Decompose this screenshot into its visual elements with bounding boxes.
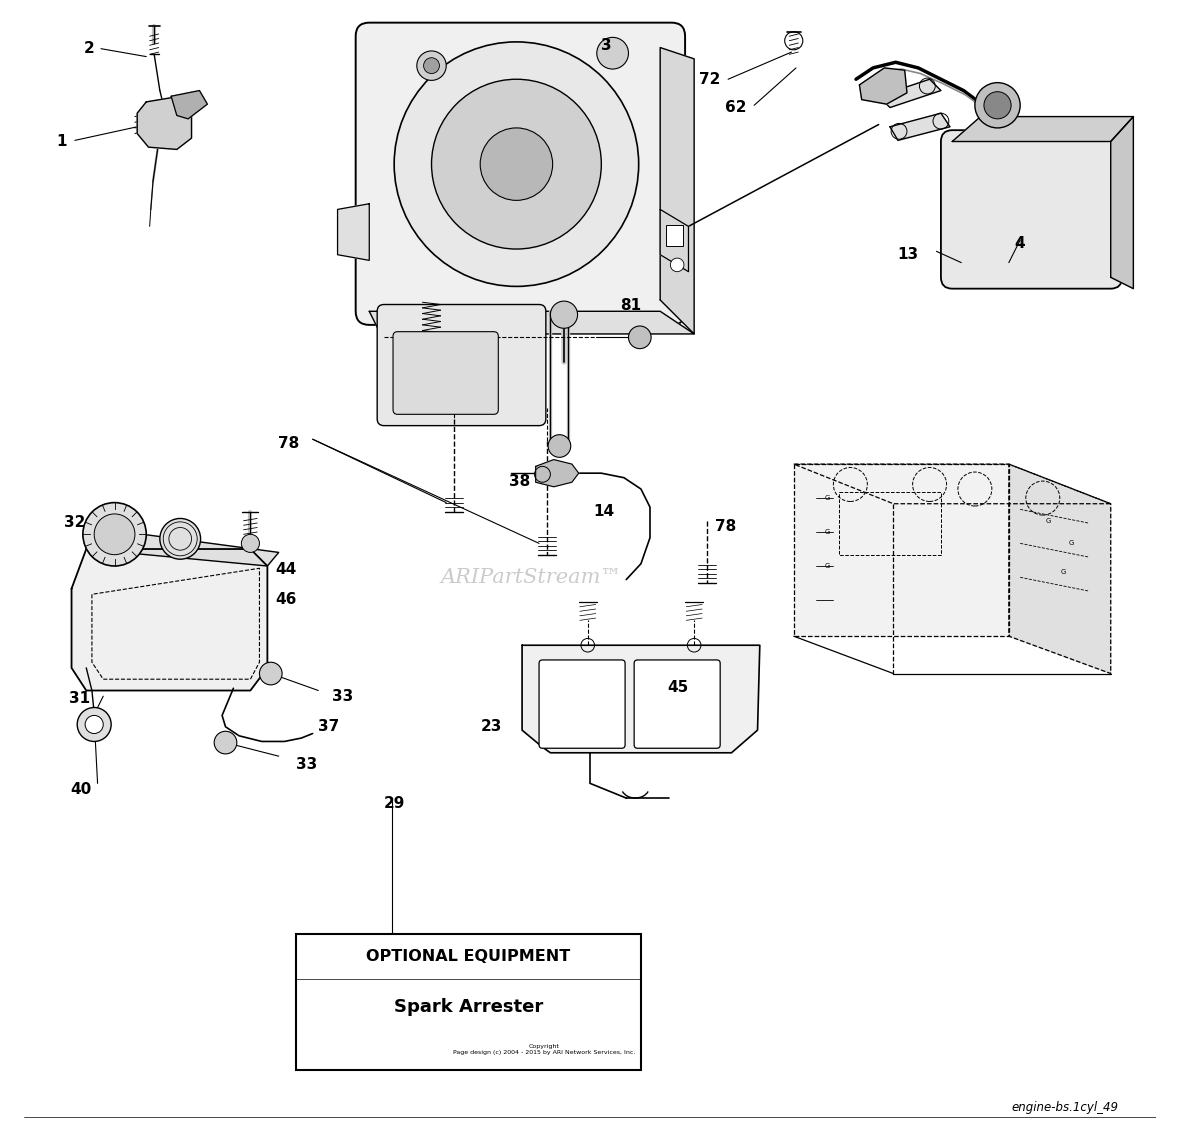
Polygon shape [86, 532, 278, 566]
Text: G: G [825, 563, 831, 569]
Polygon shape [879, 79, 940, 108]
Text: 44: 44 [275, 561, 296, 577]
Text: G: G [825, 495, 831, 501]
Text: 78: 78 [277, 436, 299, 452]
Polygon shape [794, 464, 1110, 504]
Text: 78: 78 [715, 518, 736, 534]
Text: 3: 3 [602, 37, 612, 53]
Circle shape [975, 83, 1021, 128]
Text: 32: 32 [64, 515, 85, 531]
Text: 72: 72 [699, 71, 720, 87]
Circle shape [550, 301, 577, 328]
Polygon shape [72, 549, 268, 691]
Text: 38: 38 [509, 473, 530, 489]
Text: G: G [1061, 568, 1066, 575]
FancyBboxPatch shape [355, 23, 686, 325]
FancyBboxPatch shape [378, 305, 546, 426]
Polygon shape [536, 460, 578, 487]
Text: OPTIONAL EQUIPMENT: OPTIONAL EQUIPMENT [366, 949, 570, 964]
Text: 2: 2 [84, 41, 94, 57]
Polygon shape [1110, 117, 1133, 289]
Circle shape [417, 51, 446, 80]
Text: 33: 33 [296, 756, 317, 772]
Polygon shape [660, 209, 688, 272]
Circle shape [670, 258, 684, 272]
Circle shape [77, 708, 111, 741]
Polygon shape [859, 68, 907, 104]
Polygon shape [794, 464, 1009, 636]
Text: 13: 13 [897, 247, 918, 263]
Text: 62: 62 [725, 100, 746, 115]
Circle shape [597, 37, 629, 69]
Text: 29: 29 [384, 796, 406, 812]
Text: 33: 33 [332, 688, 353, 704]
Polygon shape [137, 96, 191, 149]
Text: 4: 4 [1015, 235, 1025, 251]
Circle shape [242, 534, 260, 552]
Text: 81: 81 [620, 298, 641, 314]
FancyBboxPatch shape [940, 130, 1122, 289]
Text: G: G [1045, 517, 1051, 524]
FancyBboxPatch shape [539, 660, 625, 748]
Circle shape [480, 128, 552, 200]
Polygon shape [337, 204, 369, 260]
Circle shape [984, 92, 1011, 119]
Text: G: G [825, 529, 831, 535]
Circle shape [215, 731, 237, 754]
Text: 31: 31 [68, 691, 90, 706]
Circle shape [159, 518, 201, 559]
Bar [666, 225, 683, 246]
Text: 14: 14 [594, 504, 615, 520]
Circle shape [85, 715, 103, 734]
Polygon shape [952, 117, 1133, 142]
FancyBboxPatch shape [393, 332, 498, 414]
Text: 40: 40 [71, 781, 92, 797]
Polygon shape [522, 645, 760, 753]
Text: 37: 37 [319, 719, 340, 735]
Text: 23: 23 [480, 719, 502, 735]
Polygon shape [890, 113, 950, 140]
Polygon shape [660, 48, 694, 334]
Circle shape [549, 435, 571, 457]
Polygon shape [1009, 464, 1110, 674]
Circle shape [394, 42, 638, 286]
FancyBboxPatch shape [634, 660, 720, 748]
Text: Copyright
Page design (c) 2004 - 2015 by ARI Network Services, Inc.: Copyright Page design (c) 2004 - 2015 by… [453, 1044, 636, 1055]
Bar [296, 934, 641, 1070]
Text: 1: 1 [57, 134, 67, 149]
Circle shape [83, 503, 146, 566]
Circle shape [260, 662, 282, 685]
Circle shape [424, 58, 439, 74]
Text: ARIPartStream™: ARIPartStream™ [440, 568, 622, 586]
Circle shape [432, 79, 602, 249]
Polygon shape [171, 91, 208, 119]
Text: engine-bs.1cyl_49: engine-bs.1cyl_49 [1012, 1100, 1119, 1114]
Text: G: G [1068, 540, 1074, 547]
Text: Spark Arrester: Spark Arrester [394, 998, 543, 1017]
Text: 46: 46 [275, 592, 296, 608]
Polygon shape [369, 311, 694, 334]
Circle shape [629, 326, 651, 349]
Circle shape [94, 514, 135, 555]
Text: 45: 45 [667, 679, 688, 695]
